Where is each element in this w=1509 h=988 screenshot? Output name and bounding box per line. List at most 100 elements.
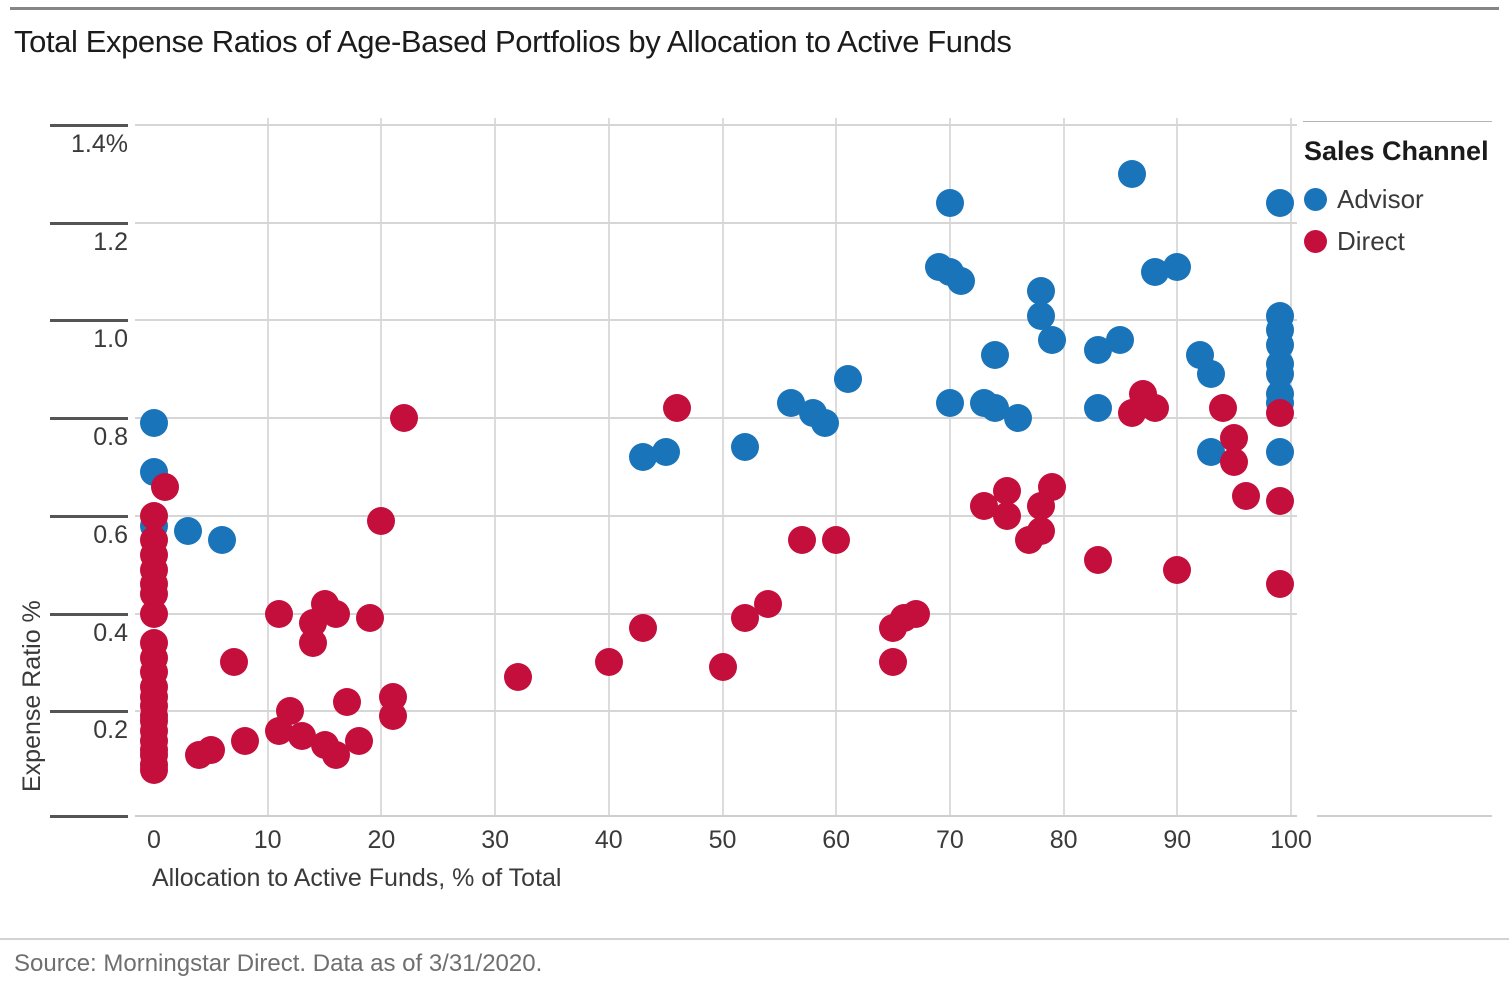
- data-point-direct: [265, 599, 294, 628]
- legend-label-advisor: Advisor: [1337, 184, 1424, 214]
- y-gridline-0.8: [135, 417, 1297, 420]
- data-point-advisor: [731, 433, 760, 462]
- legend-entry-direct: Direct: [1304, 226, 1405, 257]
- data-point-advisor: [1163, 252, 1192, 281]
- data-point-advisor: [208, 526, 237, 555]
- data-point-direct: [196, 736, 225, 765]
- x-tick-label-20: 20: [367, 826, 396, 854]
- x-tick-label-40: 40: [594, 826, 623, 854]
- data-point-advisor: [1026, 301, 1055, 330]
- data-point-direct: [333, 687, 362, 716]
- y-gridline-0.6: [135, 514, 1297, 517]
- data-point-direct: [992, 477, 1021, 506]
- y-tick-label-1.2: 1.2: [93, 227, 128, 256]
- data-point-advisor: [1265, 189, 1294, 218]
- data-point-direct: [1220, 423, 1249, 452]
- legend-entry-advisor: Advisor: [1304, 184, 1424, 215]
- data-point-direct: [1265, 487, 1294, 516]
- data-point-advisor: [140, 409, 168, 438]
- data-point-advisor: [1038, 325, 1067, 354]
- x-tick-label-60: 60: [822, 826, 851, 854]
- data-point-direct: [219, 648, 248, 677]
- y-axis-bottom-tick: [50, 815, 128, 818]
- x-gridline-20: [380, 118, 383, 816]
- data-point-direct: [140, 599, 168, 628]
- data-point-direct: [1265, 399, 1294, 428]
- data-point-direct: [1140, 394, 1169, 423]
- data-point-direct: [788, 526, 817, 555]
- data-point-direct: [1231, 482, 1260, 511]
- data-point-direct: [992, 501, 1021, 530]
- y-tick-label-0.6: 0.6: [93, 520, 128, 549]
- data-point-direct: [378, 702, 407, 731]
- data-point-advisor: [1265, 438, 1294, 467]
- data-point-direct: [663, 394, 692, 423]
- y-tick-label-0.2: 0.2: [93, 716, 128, 745]
- data-point-advisor: [833, 365, 862, 394]
- data-point-direct: [503, 663, 532, 692]
- data-point-advisor: [1004, 404, 1033, 433]
- data-point-advisor: [935, 189, 964, 218]
- data-point-direct: [299, 628, 328, 657]
- x-gridline-80: [1062, 118, 1065, 816]
- y-axis-title: Expense Ratio %: [18, 600, 46, 792]
- x-axis-line-right: [1317, 815, 1492, 817]
- x-tick-label-70: 70: [935, 826, 964, 854]
- data-point-direct: [708, 653, 737, 682]
- data-point-direct: [1026, 516, 1055, 545]
- y-tick-label-1.4%: 1.4%: [71, 130, 128, 158]
- x-axis-title: Allocation to Active Funds, % of Total: [152, 864, 562, 892]
- y-tick-label-0.4: 0.4: [93, 618, 128, 647]
- data-point-direct: [1038, 472, 1067, 501]
- legend-divider: [1303, 121, 1492, 122]
- data-point-direct: [321, 599, 350, 628]
- data-point-advisor: [810, 409, 839, 438]
- data-point-direct: [140, 755, 168, 784]
- x-gridline-60: [835, 118, 838, 816]
- data-point-direct: [822, 526, 851, 555]
- x-tick-label-0: 0: [147, 826, 161, 854]
- data-point-direct: [1208, 394, 1237, 423]
- y-gridline-0.2: [135, 710, 1297, 713]
- data-point-advisor: [981, 340, 1010, 369]
- x-tick-label-90: 90: [1163, 826, 1192, 854]
- x-gridline-70: [948, 118, 951, 816]
- y-tick-0.2: [50, 710, 128, 714]
- x-tick-label-80: 80: [1049, 826, 1078, 854]
- data-point-direct: [901, 599, 930, 628]
- x-tick-label-10: 10: [253, 826, 282, 854]
- y-tick-0.4: [50, 612, 128, 616]
- data-point-advisor: [947, 267, 976, 296]
- x-tick-label-100: 100: [1270, 826, 1312, 854]
- top-rule: [10, 7, 1499, 10]
- x-gridline-40: [607, 118, 610, 816]
- data-point-direct: [390, 404, 419, 433]
- data-point-direct: [628, 614, 657, 643]
- y-tick-1.4%: [50, 124, 128, 127]
- y-gridline-1.2: [135, 221, 1297, 224]
- data-point-direct: [344, 726, 373, 755]
- data-point-advisor: [1197, 360, 1226, 389]
- x-gridline-50: [721, 118, 724, 816]
- data-point-advisor: [651, 438, 680, 467]
- x-tick-label-50: 50: [708, 826, 737, 854]
- y-gridline-0.4: [135, 612, 1297, 615]
- data-point-direct: [230, 726, 259, 755]
- y-tick-0.6: [50, 514, 128, 518]
- y-tick-1.2: [50, 221, 128, 225]
- legend-label-direct: Direct: [1337, 226, 1405, 256]
- y-tick-1.0: [50, 319, 128, 323]
- data-point-advisor: [1026, 277, 1055, 306]
- data-point-advisor: [174, 516, 203, 545]
- x-axis-line: [135, 815, 1297, 817]
- y-gridline-1.0: [135, 319, 1297, 322]
- x-gridline-100: [1290, 118, 1292, 816]
- data-point-direct: [879, 648, 908, 677]
- advisor-dot-icon: [1304, 188, 1327, 211]
- x-gridline-30: [494, 118, 497, 816]
- chart-title: Total Expense Ratios of Age-Based Portfo…: [14, 24, 1012, 59]
- data-point-direct: [140, 501, 168, 530]
- data-point-direct: [367, 506, 396, 535]
- data-point-direct: [1083, 545, 1112, 574]
